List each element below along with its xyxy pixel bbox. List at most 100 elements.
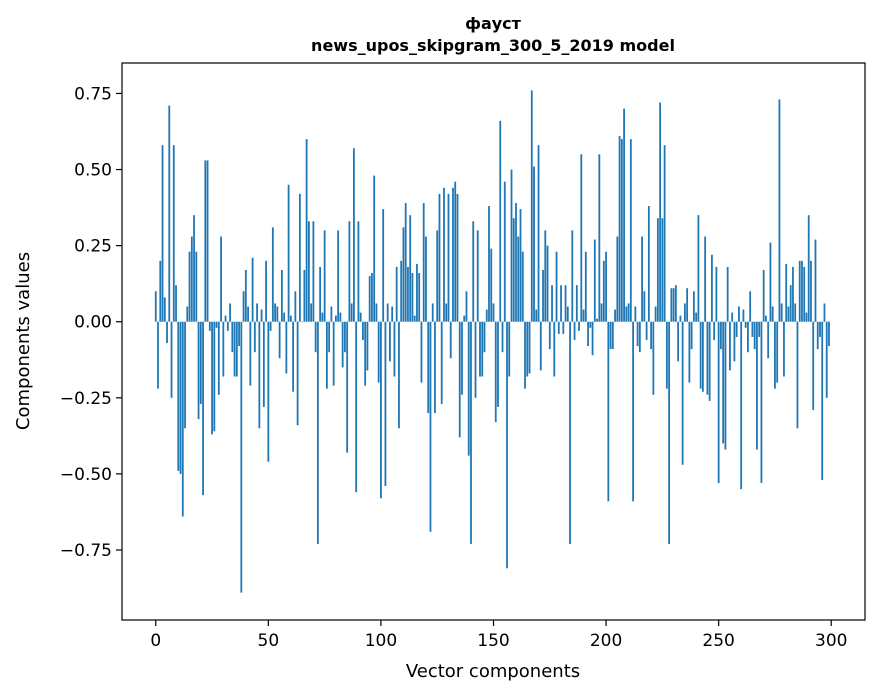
bar-147	[485, 309, 488, 322]
bar-104	[389, 321, 391, 362]
bar-209	[625, 306, 628, 322]
bar-225	[661, 218, 664, 322]
bar-100	[380, 321, 382, 499]
bar-96	[371, 273, 373, 322]
bar-275	[774, 321, 776, 389]
bar-90	[357, 221, 360, 322]
bar-46	[258, 321, 261, 429]
bar-97	[373, 175, 376, 322]
bar-230	[672, 288, 675, 322]
bar-91	[359, 312, 362, 322]
bar-224	[659, 102, 662, 322]
bar-139	[467, 321, 470, 456]
bar-171	[539, 321, 542, 371]
bar-126	[438, 193, 441, 322]
bar-278	[780, 303, 783, 322]
bar-84	[344, 321, 346, 353]
bar-19	[197, 321, 200, 420]
bar-102	[384, 321, 387, 487]
bar-202	[609, 321, 612, 350]
y-tick-label: 0.00	[74, 313, 112, 333]
bar-236	[686, 288, 689, 322]
bar-160	[515, 203, 517, 322]
bar-65	[301, 321, 304, 323]
bar-140	[470, 321, 472, 544]
bar-290	[807, 215, 810, 322]
bar-124	[434, 321, 436, 414]
bar-272	[767, 321, 770, 359]
bar-32	[226, 321, 229, 331]
bar-28	[217, 321, 220, 395]
y-tick-label: 0.25	[74, 237, 112, 257]
bar-149	[490, 248, 493, 322]
bar-203	[611, 321, 614, 350]
bar-117	[418, 273, 421, 322]
bar-211	[629, 139, 632, 322]
bar-61	[292, 321, 295, 392]
bar-3	[161, 145, 164, 322]
bar-229	[670, 288, 673, 322]
y-tick-label: −0.50	[60, 465, 112, 485]
bar-227	[665, 321, 668, 389]
bar-141	[472, 221, 475, 322]
bar-1	[157, 321, 159, 389]
bar-27	[215, 321, 218, 328]
bar-220	[650, 321, 653, 350]
bar-239	[692, 291, 695, 322]
bar-53	[274, 303, 276, 322]
bar-115	[413, 315, 416, 322]
bar-131	[449, 321, 452, 359]
bar-68	[307, 221, 310, 322]
bar-204	[614, 309, 616, 322]
bar-286	[798, 260, 801, 322]
bar-125	[436, 230, 439, 322]
bar-162	[519, 209, 522, 322]
bar-79	[332, 321, 335, 386]
bar-130	[447, 193, 450, 322]
bar-259	[738, 306, 740, 322]
bar-137	[463, 315, 466, 322]
bar-101	[382, 209, 385, 322]
bar-191	[584, 251, 587, 322]
bar-155	[503, 181, 506, 322]
bar-175	[548, 321, 551, 350]
bar-285	[796, 321, 799, 429]
bar-223	[656, 218, 659, 322]
bar-250	[717, 321, 720, 484]
bar-196	[596, 318, 598, 322]
bar-233	[679, 315, 682, 322]
bar-82	[339, 312, 342, 322]
bar-0	[154, 291, 157, 322]
bar-26	[213, 321, 216, 432]
bar-134	[456, 193, 459, 322]
bar-78	[330, 306, 333, 322]
bar-36	[235, 321, 238, 377]
chart-title-model: news_upos_skipgram_300_5_2019 model	[311, 36, 675, 55]
bar-197	[598, 154, 601, 322]
bar-51	[269, 321, 272, 331]
bar-64	[298, 193, 301, 322]
bar-106	[393, 321, 396, 377]
bar-119	[422, 203, 425, 322]
bar-2	[159, 260, 162, 322]
bar-168	[533, 166, 535, 322]
bar-60	[289, 315, 292, 322]
bar-40	[244, 269, 247, 322]
bar-265	[751, 321, 754, 337]
bar-22	[204, 160, 207, 322]
bar-187	[575, 285, 578, 322]
bar-234	[681, 321, 684, 465]
x-tick-label: 0	[150, 631, 161, 651]
bar-11	[179, 321, 182, 474]
y-tick-label: 0.75	[74, 84, 112, 104]
bar-48	[262, 321, 265, 407]
bar-112	[407, 266, 409, 322]
bar-228	[668, 321, 671, 544]
bar-283	[792, 266, 794, 322]
bar-121	[427, 321, 430, 414]
bar-138	[465, 291, 468, 322]
bar-194	[591, 321, 594, 356]
bars-group	[154, 90, 830, 593]
bar-266	[753, 321, 756, 350]
bar-245	[706, 321, 709, 395]
